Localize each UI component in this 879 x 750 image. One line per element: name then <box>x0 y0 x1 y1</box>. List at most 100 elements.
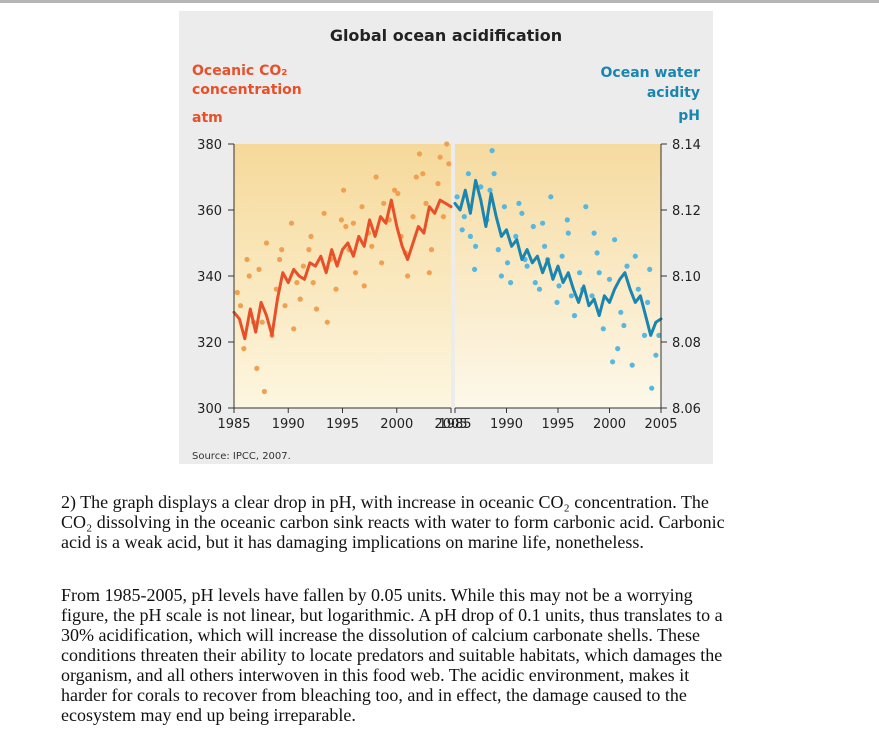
ph-observations <box>454 148 662 391</box>
ph-data-point <box>564 217 570 223</box>
ph-data-point <box>467 233 473 239</box>
chart-figure: Global ocean acidification Oceanic CO₂ c… <box>179 11 713 464</box>
ph-data-point <box>621 322 627 329</box>
chart-title: Global ocean acidification <box>330 26 562 45</box>
co2-data-point <box>237 303 244 309</box>
co2-data-point <box>420 171 426 177</box>
explanation-paragraph-1: 2) The graph displays a clear drop in pH… <box>61 492 861 552</box>
co2-data-point <box>341 187 347 193</box>
co2-data-point <box>324 319 330 325</box>
ph-data-point <box>495 247 501 253</box>
ph-data-point <box>594 250 600 256</box>
paragraph-line: 2) The graph displays a clear drop in pH… <box>61 492 709 512</box>
explanation-paragraph-2: From 1985-2005, pH levels have fallen by… <box>61 585 861 725</box>
co2-data-point <box>350 220 356 226</box>
ph-data-point <box>454 194 460 200</box>
co2-data-point <box>413 174 419 180</box>
co2-data-point <box>244 256 250 263</box>
right-y-tick-label: 8.08 <box>672 336 701 351</box>
paragraph-line: harder for corals to recover from bleach… <box>61 685 687 705</box>
co2-data-point <box>369 243 375 249</box>
ph-data-point <box>501 204 507 210</box>
top-divider <box>0 0 879 3</box>
x-tick-label: 1990 <box>272 417 305 432</box>
ph-data-point <box>565 230 571 236</box>
ph-data-point <box>556 283 562 289</box>
ph-data-point <box>615 346 621 352</box>
ph-data-point <box>649 385 655 391</box>
co2-data-point <box>423 200 429 206</box>
co2-data-point <box>343 223 349 230</box>
source-note: Source: IPCC, 2007. <box>192 451 291 462</box>
ph-data-point <box>530 223 536 230</box>
ph-data-point <box>461 214 467 220</box>
co2-data-point <box>440 214 446 220</box>
ph-data-point <box>612 237 618 243</box>
co2-data-point <box>426 270 432 276</box>
ph-data-point <box>548 194 554 200</box>
left-axis-label-line2: concentration <box>192 82 302 98</box>
ph-data-point <box>600 326 606 332</box>
ph-data-point <box>583 204 589 210</box>
left-axis-ticks: 380 360 340 320 300 <box>197 138 234 417</box>
co2-data-point <box>273 286 279 292</box>
co2-data-point <box>294 280 300 286</box>
x-tick-label: 1985 <box>217 417 250 432</box>
co2-data-point <box>428 247 435 253</box>
right-x-axis-ticks: 1985 1990 1995 2000 2005 <box>438 408 678 432</box>
co2-data-point <box>277 256 283 263</box>
right-axis-ticks: 8.14 8.12 8.10 8.08 8.06 <box>661 138 701 417</box>
co2-data-point <box>300 263 306 269</box>
co2-data-point <box>259 319 265 325</box>
ph-data-point <box>610 359 616 365</box>
co2-data-point <box>246 273 252 279</box>
left-y-tick-label: 340 <box>197 270 222 285</box>
co2-data-point <box>435 181 441 187</box>
right-y-tick-label: 8.10 <box>672 270 701 285</box>
ph-data-point <box>618 309 624 315</box>
ph-data-point <box>577 270 583 276</box>
ph-data-point <box>536 286 543 292</box>
left-y-tick-label: 320 <box>197 336 222 351</box>
ph-data-point <box>532 280 538 286</box>
ph-data-point <box>487 187 493 193</box>
ph-data-point <box>645 299 651 305</box>
right-plot-background <box>455 144 661 408</box>
ph-data-point <box>491 171 497 177</box>
ph-data-point <box>568 293 574 299</box>
ph-data-point <box>489 148 495 154</box>
co2-observations <box>234 141 452 395</box>
ph-data-point <box>559 253 565 259</box>
chart-svg: Global ocean acidification Oceanic CO₂ c… <box>192 26 701 462</box>
ph-data-point <box>472 266 478 272</box>
co2-data-point <box>254 365 260 371</box>
right-y-tick-label: 8.12 <box>672 204 701 219</box>
co2-data-point <box>310 280 316 286</box>
co2-data-point <box>379 260 385 266</box>
co2-data-point <box>444 141 450 147</box>
ph-data-point <box>540 220 546 226</box>
x-tick-label: 1995 <box>326 417 359 432</box>
co2-data-point <box>261 388 267 395</box>
co2-data-point <box>373 174 379 180</box>
ph-data-point <box>516 200 522 206</box>
x-tick-label: 2000 <box>380 417 413 432</box>
x-tick-label: 1995 <box>541 417 574 432</box>
left-axis-unit: atm <box>192 110 223 126</box>
co2-data-point <box>333 286 339 292</box>
ph-data-point <box>656 332 662 338</box>
ph-data-point <box>596 270 602 276</box>
paragraph-line: figure, the pH scale is not linear, but … <box>61 605 723 625</box>
ph-trend-line <box>453 178 663 337</box>
ph-data-point <box>465 171 471 177</box>
co2-data-point <box>437 154 443 160</box>
x-tick-label: 2000 <box>593 417 626 432</box>
ph-data-point <box>542 243 548 249</box>
co2-data-point <box>410 214 416 220</box>
paragraph-line: From 1985-2005, pH levels have fallen by… <box>61 585 693 605</box>
co2-data-point <box>279 247 285 253</box>
ph-data-point <box>524 263 530 269</box>
right-axis-label-line1: Ocean water <box>601 65 701 81</box>
co2-data-point <box>416 151 423 157</box>
co2-data-point <box>313 306 320 312</box>
